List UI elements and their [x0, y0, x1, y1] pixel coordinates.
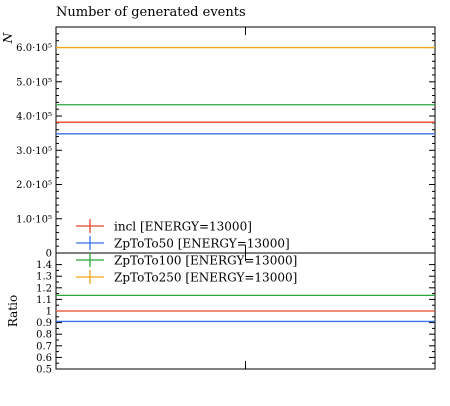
- ratio-y-axis-label: Ratio: [6, 295, 20, 327]
- legend-label: incl [ENERGY=13000]: [114, 220, 252, 234]
- ratio-panel: 0.50.60.70.80.911.11.21.31.4: [36, 252, 436, 376]
- ratio-ytick-label: 1.4: [36, 260, 52, 271]
- main-ytick-label: 0: [46, 249, 52, 260]
- main-ytick-label: 1.0·10⁵: [16, 214, 52, 225]
- main-ytick-label: 3.0·10⁵: [16, 146, 52, 157]
- legend-label: ZpToTo250 [ENERGY=13000]: [114, 271, 297, 285]
- ratio-ytick-label: 1: [46, 307, 52, 318]
- ratio-ytick-label: 1.3: [36, 272, 52, 283]
- ratio-ytick-label: 0.5: [36, 365, 52, 376]
- legend-label: ZpToTo50 [ENERGY=13000]: [114, 237, 290, 251]
- legend-entry: ZpToTo100 [ENERGY=13000]: [76, 253, 297, 268]
- legend-entry: ZpToTo250 [ENERGY=13000]: [76, 270, 297, 285]
- ratio-ytick-label: 0.7: [36, 341, 52, 352]
- chart-title: Number of generated events: [56, 5, 246, 20]
- legend-label: ZpToTo100 [ENERGY=13000]: [114, 254, 297, 268]
- main-ytick-label: 5.0·10⁵: [16, 77, 52, 88]
- ratio-ytick-label: 0.8: [36, 330, 52, 341]
- ratio-ytick-label: 1.1: [36, 295, 52, 306]
- ratio-ytick-label: 1.2: [36, 283, 52, 294]
- ratio-ytick-label: 0.6: [36, 353, 52, 364]
- legend-entry: ZpToTo50 [ENERGY=13000]: [76, 236, 290, 251]
- main-ytick-label: 6.0·10⁵: [16, 43, 52, 54]
- main-ytick-label: 4.0·10⁵: [16, 112, 52, 123]
- ratio-ytick-label: 0.9: [36, 318, 52, 329]
- legend: incl [ENERGY=13000] ZpToTo50 [ENERGY=1300…: [76, 219, 297, 285]
- main-ytick-label: 2.0·10⁵: [16, 180, 52, 191]
- legend-entry: incl [ENERGY=13000]: [76, 219, 252, 234]
- main-y-axis-label: N: [1, 32, 15, 44]
